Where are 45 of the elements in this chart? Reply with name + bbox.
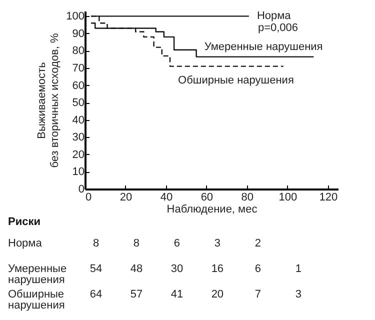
x-tick-label: 80: [241, 192, 254, 204]
series-label: Умеренные нарушения: [204, 40, 323, 53]
y-tick-label: 10: [72, 166, 84, 178]
y-tick-label: 60: [72, 80, 84, 92]
y-tick-label: 50: [72, 97, 84, 110]
text: 3: [214, 238, 221, 250]
text: 7: [254, 288, 261, 300]
text: 57: [130, 288, 143, 300]
x-tick-label: 100: [278, 192, 298, 204]
series-label: Норма: [256, 10, 292, 22]
y-tick-label: 100: [66, 10, 84, 23]
x-tick-label: 120: [319, 192, 338, 204]
text: 2: [254, 238, 261, 250]
y-tick-label: 40: [72, 114, 84, 126]
text: 30: [170, 263, 184, 275]
text: 48: [130, 263, 143, 275]
annotation: p=0,006: [258, 22, 298, 34]
text: 16: [211, 263, 224, 275]
x-tick-label: 20: [120, 192, 132, 204]
y-tick-label: 20: [72, 148, 84, 161]
category-label: Умеренные нарушения: [8, 263, 67, 286]
text: 3: [295, 288, 302, 300]
text: 6: [174, 238, 180, 250]
text: 41: [170, 288, 184, 300]
text: 54: [90, 263, 102, 275]
category-label: Норма: [8, 238, 42, 250]
y-axis-title: Выживаемость без вторичных исходов, %: [36, 33, 62, 168]
category-label: Обширные нарушения: [8, 288, 65, 312]
y-tick-label: 90: [72, 28, 84, 40]
text: 8: [133, 238, 140, 250]
text: 1: [295, 263, 302, 275]
x-axis-title: Наблюдение, мес: [166, 204, 258, 216]
text: 64: [90, 288, 102, 300]
y-tick-label: 0: [78, 184, 84, 196]
y-tick-label: 70: [72, 62, 84, 75]
text: 20: [211, 288, 224, 300]
text: 6: [254, 263, 261, 275]
series-label: Обширные нарушения: [178, 74, 294, 86]
y-tick-label: 30: [72, 132, 84, 144]
text: Риски: [8, 216, 40, 228]
y-tick-label: 80: [72, 45, 84, 58]
x-tick-label: 0: [86, 192, 92, 204]
text: 8: [92, 238, 100, 250]
x-tick-label: 40: [160, 192, 173, 204]
x-tick-label: 60: [200, 192, 214, 204]
